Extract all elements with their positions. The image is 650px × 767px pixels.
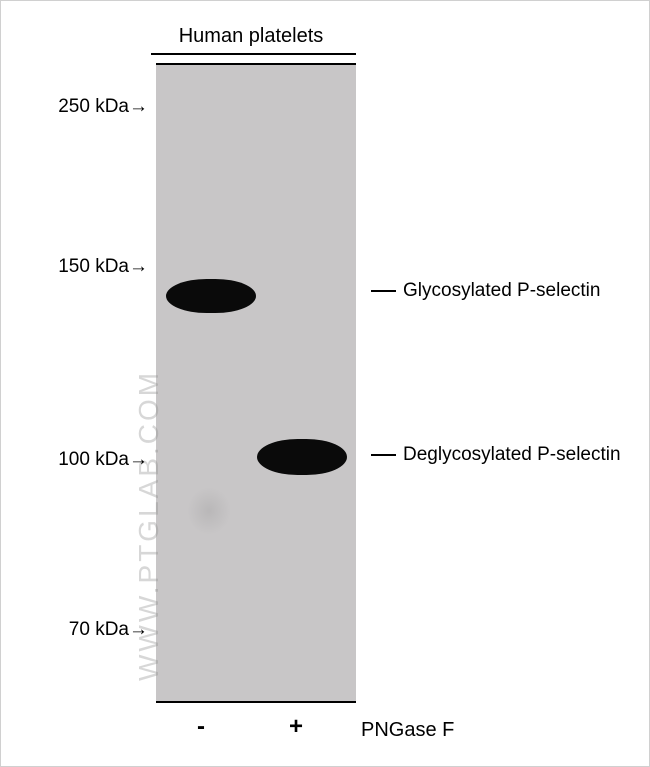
arrow-icon: → — [129, 619, 148, 640]
gel-border-top — [156, 63, 356, 65]
gel-lane-area — [156, 63, 356, 703]
lane-plus-label: + — [289, 713, 303, 741]
marker-70-text: 70 kDa — [69, 619, 129, 640]
treatment-label: PNGase F — [361, 719, 454, 742]
gel-smudge — [187, 487, 231, 535]
marker-70: 70 kDa→ — [69, 619, 148, 641]
arrow-icon: → — [129, 256, 148, 277]
marker-250-text: 250 kDa — [58, 96, 129, 117]
arrow-icon: → — [129, 449, 148, 470]
deglycosylated-tick — [371, 454, 396, 456]
marker-250: 250 kDa→ — [58, 96, 148, 118]
deglycosylated-band — [257, 439, 347, 475]
title-underline — [151, 53, 356, 55]
marker-100-text: 100 kDa — [58, 449, 129, 470]
marker-100: 100 kDa→ — [58, 449, 148, 471]
deglycosylated-label: Deglycosylated P-selectin — [403, 444, 621, 466]
sample-title: Human platelets — [166, 25, 336, 48]
marker-150-text: 150 kDa — [58, 256, 129, 277]
arrow-icon: → — [129, 96, 148, 117]
glycosylated-band — [166, 279, 256, 313]
glycosylated-label: Glycosylated P-selectin — [403, 280, 600, 302]
glycosylated-tick — [371, 290, 396, 292]
blot-figure: Human platelets WWW.PTGLAB.COM 250 kDa→ … — [1, 1, 649, 766]
gel-border-bottom — [156, 701, 356, 703]
marker-150: 150 kDa→ — [58, 256, 148, 278]
lane-minus-label: - — [197, 713, 205, 741]
